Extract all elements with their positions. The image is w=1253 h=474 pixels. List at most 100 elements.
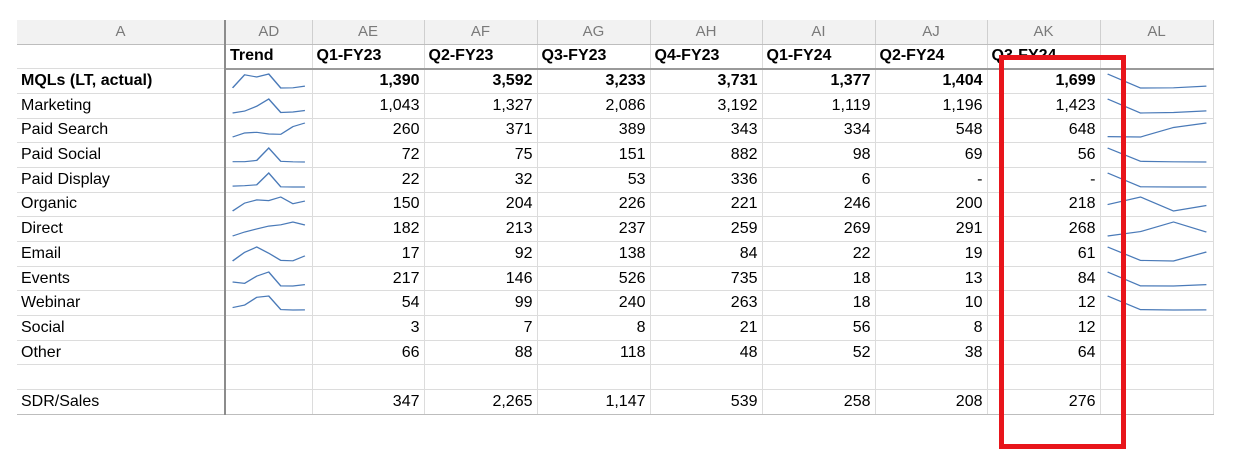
header-period[interactable]: Q2-FY23 — [424, 44, 538, 70]
row-label[interactable]: Events — [17, 266, 226, 292]
trend-cell[interactable] — [225, 68, 313, 94]
value-cell[interactable]: 84 — [650, 241, 763, 267]
header-period[interactable]: Q3-FY23 — [537, 44, 651, 70]
row-label[interactable]: Other — [17, 340, 226, 366]
value-cell[interactable]: 18 — [762, 266, 876, 292]
value-cell[interactable]: 146 — [424, 266, 538, 292]
header-cell-al[interactable] — [1100, 44, 1214, 70]
value-cell[interactable]: 56 — [762, 315, 876, 341]
value-cell[interactable]: 1,119 — [762, 93, 876, 119]
value-cell[interactable]: 1,043 — [312, 93, 425, 119]
column-header-af[interactable]: AF — [424, 20, 538, 45]
value-cell[interactable]: 22 — [312, 167, 425, 193]
row-label[interactable]: Paid Search — [17, 118, 226, 144]
value-cell[interactable]: 237 — [537, 216, 651, 242]
value-cell[interactable]: 56 — [987, 142, 1101, 168]
al-sparkline-cell[interactable] — [1100, 266, 1214, 292]
value-cell[interactable]: 3,233 — [537, 68, 651, 94]
al-sparkline-cell[interactable] — [1100, 93, 1214, 119]
value-cell[interactable]: 882 — [650, 142, 763, 168]
value-cell[interactable]: 3,731 — [650, 68, 763, 94]
column-header-ad[interactable]: AD — [225, 20, 313, 45]
row-label[interactable]: Marketing — [17, 93, 226, 119]
value-cell[interactable]: - — [875, 167, 988, 193]
value-cell[interactable]: 213 — [424, 216, 538, 242]
value-cell[interactable]: 260 — [312, 118, 425, 144]
row-label[interactable] — [17, 364, 226, 391]
value-cell[interactable]: 258 — [762, 389, 876, 415]
value-cell[interactable] — [424, 364, 538, 391]
value-cell[interactable]: 3 — [312, 315, 425, 341]
al-sparkline-cell[interactable] — [1100, 315, 1214, 341]
trend-cell[interactable] — [225, 340, 313, 366]
trend-cell[interactable] — [225, 118, 313, 144]
value-cell[interactable]: 3,192 — [650, 93, 763, 119]
value-cell[interactable]: 118 — [537, 340, 651, 366]
row-label[interactable]: Email — [17, 241, 226, 267]
value-cell[interactable]: 1,377 — [762, 68, 876, 94]
value-cell[interactable]: 21 — [650, 315, 763, 341]
al-sparkline-cell[interactable] — [1100, 216, 1214, 242]
value-cell[interactable]: 48 — [650, 340, 763, 366]
value-cell[interactable]: 53 — [537, 167, 651, 193]
value-cell[interactable]: 200 — [875, 192, 988, 218]
value-cell[interactable]: 347 — [312, 389, 425, 415]
value-cell[interactable]: 291 — [875, 216, 988, 242]
value-cell[interactable]: 38 — [875, 340, 988, 366]
value-cell[interactable]: 12 — [987, 315, 1101, 341]
value-cell[interactable]: 240 — [537, 290, 651, 317]
header-cell-a[interactable] — [17, 44, 226, 70]
value-cell[interactable]: 138 — [537, 241, 651, 267]
value-cell[interactable]: 19 — [875, 241, 988, 267]
value-cell[interactable]: 98 — [762, 142, 876, 168]
header-period[interactable]: Q4-FY23 — [650, 44, 763, 70]
header-period[interactable]: Q1-FY24 — [762, 44, 876, 70]
column-header-ai[interactable]: AI — [762, 20, 876, 45]
value-cell[interactable]: 371 — [424, 118, 538, 144]
value-cell[interactable]: 2,265 — [424, 389, 538, 415]
value-cell[interactable]: 72 — [312, 142, 425, 168]
trend-cell[interactable] — [225, 142, 313, 168]
value-cell[interactable]: 276 — [987, 389, 1101, 415]
value-cell[interactable]: 263 — [650, 290, 763, 317]
value-cell[interactable]: 64 — [987, 340, 1101, 366]
value-cell[interactable] — [650, 364, 763, 391]
value-cell[interactable]: 548 — [875, 118, 988, 144]
row-label[interactable]: SDR/Sales — [17, 389, 226, 415]
value-cell[interactable]: 221 — [650, 192, 763, 218]
trend-cell[interactable] — [225, 216, 313, 242]
value-cell[interactable]: 92 — [424, 241, 538, 267]
value-cell[interactable]: 204 — [424, 192, 538, 218]
row-label[interactable]: Paid Display — [17, 167, 226, 193]
value-cell[interactable]: - — [987, 167, 1101, 193]
value-cell[interactable]: 17 — [312, 241, 425, 267]
al-sparkline-cell[interactable] — [1100, 241, 1214, 267]
al-sparkline-cell[interactable] — [1100, 340, 1214, 366]
trend-cell[interactable] — [225, 241, 313, 267]
column-header-al[interactable]: AL — [1100, 20, 1214, 45]
value-cell[interactable]: 336 — [650, 167, 763, 193]
value-cell[interactable]: 1,147 — [537, 389, 651, 415]
value-cell[interactable] — [537, 364, 651, 391]
value-cell[interactable]: 208 — [875, 389, 988, 415]
value-cell[interactable]: 1,404 — [875, 68, 988, 94]
value-cell[interactable]: 182 — [312, 216, 425, 242]
value-cell[interactable]: 54 — [312, 290, 425, 317]
value-cell[interactable]: 218 — [987, 192, 1101, 218]
value-cell[interactable]: 1,699 — [987, 68, 1101, 94]
value-cell[interactable]: 2,086 — [537, 93, 651, 119]
value-cell[interactable]: 648 — [987, 118, 1101, 144]
trend-cell[interactable] — [225, 290, 313, 317]
row-label[interactable]: Direct — [17, 216, 226, 242]
trend-cell[interactable] — [225, 93, 313, 119]
value-cell[interactable]: 1,390 — [312, 68, 425, 94]
row-label[interactable]: MQLs (LT, actual) — [17, 68, 226, 94]
value-cell[interactable]: 13 — [875, 266, 988, 292]
value-cell[interactable]: 52 — [762, 340, 876, 366]
value-cell[interactable]: 10 — [875, 290, 988, 317]
value-cell[interactable] — [987, 364, 1101, 391]
value-cell[interactable]: 32 — [424, 167, 538, 193]
value-cell[interactable]: 7 — [424, 315, 538, 341]
trend-cell[interactable] — [225, 192, 313, 218]
value-cell[interactable]: 66 — [312, 340, 425, 366]
